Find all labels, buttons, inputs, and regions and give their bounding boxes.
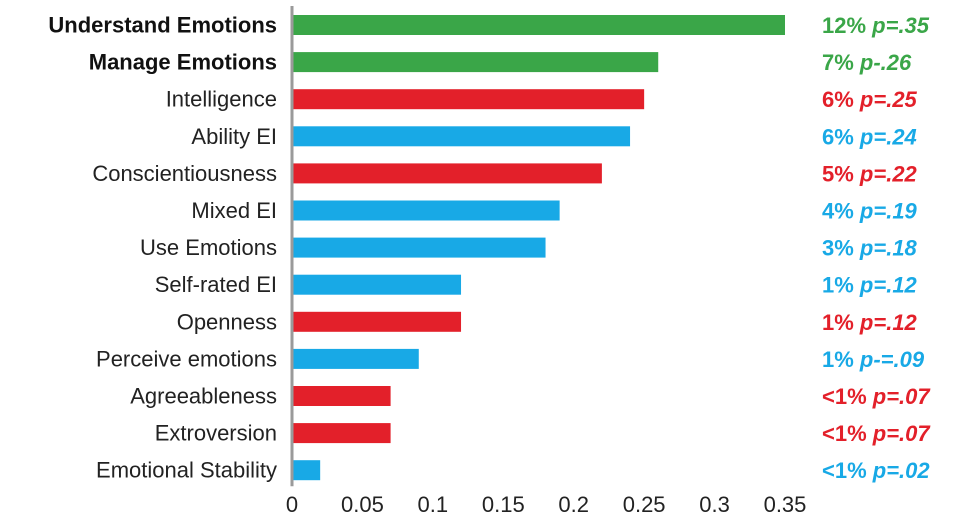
- data-label: 4% p=.19: [822, 198, 918, 223]
- data-label-percent: 7%: [822, 50, 860, 75]
- data-label-p-value: p=.22: [859, 161, 918, 186]
- data-label-percent: <1%: [822, 384, 873, 409]
- data-label-percent: 1%: [822, 309, 860, 334]
- bar: [292, 15, 785, 35]
- category-label: Use Emotions: [140, 235, 277, 260]
- data-label: <1% p=.07: [822, 421, 931, 446]
- data-label-p-value: p=.24: [859, 124, 917, 149]
- category-label: Agreeableness: [130, 384, 277, 409]
- bar: [292, 423, 391, 444]
- data-label: 12% p=.35: [822, 13, 930, 38]
- data-label: <1% p=.07: [822, 384, 931, 409]
- bar: [292, 163, 602, 184]
- category-label: Mixed EI: [191, 198, 277, 223]
- data-label: 1% p=.12: [822, 309, 918, 334]
- data-label-p-value: p=.12: [859, 272, 918, 297]
- category-label: Openness: [177, 309, 277, 334]
- x-tick-label: 0.1: [418, 492, 449, 517]
- category-label: Understand Emotions: [48, 13, 277, 38]
- category-label: Conscientiousness: [92, 161, 277, 186]
- x-tick-label: 0.2: [558, 492, 589, 517]
- data-label-p-value: p=.02: [872, 458, 931, 483]
- data-label-p-value: p=.12: [859, 309, 918, 334]
- data-label-p-value: p=.18: [859, 235, 918, 260]
- data-label-percent: 1%: [822, 346, 860, 371]
- data-label-p-value: p=.25: [859, 87, 918, 112]
- bar: [292, 52, 659, 73]
- data-label-p-value: p-=.09: [859, 346, 925, 371]
- data-label-percent: 12%: [822, 13, 872, 38]
- data-label: <1% p=.02: [822, 458, 930, 483]
- x-tick-label: 0.25: [623, 492, 666, 517]
- category-label: Self-rated EI: [155, 272, 277, 297]
- data-label: 1% p-=.09: [822, 346, 925, 371]
- x-axis-ticks-group: 0 0.05 0.1 0.15 0.2 0.25 0.3 0.35: [286, 492, 807, 517]
- data-label: 5% p=.22: [822, 161, 918, 186]
- data-label-percent: <1%: [822, 421, 873, 446]
- annotations-group: 12% p=.357% p-.266% p=.256% p=.245% p=.2…: [822, 13, 931, 483]
- bar: [292, 386, 391, 406]
- data-label-percent: <1%: [822, 458, 873, 483]
- x-tick-label: 0.3: [699, 492, 730, 517]
- data-label-p-value: p=.19: [859, 198, 918, 223]
- x-tick-label: 0.05: [341, 492, 384, 517]
- bar: [292, 200, 560, 221]
- category-label: Intelligence: [166, 87, 277, 112]
- data-label: 6% p=.25: [822, 87, 918, 112]
- bar: [292, 126, 631, 147]
- category-label: Emotional Stability: [96, 458, 277, 483]
- data-label-p-value: p=.07: [872, 384, 932, 409]
- bars-group: [292, 15, 785, 481]
- data-label-p-value: p=.07: [872, 421, 932, 446]
- data-label: 3% p=.18: [822, 235, 918, 260]
- x-tick-label: 0.35: [764, 492, 807, 517]
- data-label-percent: 6%: [822, 87, 860, 112]
- category-label: Manage Emotions: [89, 50, 277, 75]
- bar: [292, 237, 546, 258]
- data-label-percent: 3%: [822, 235, 860, 260]
- data-label: 1% p=.12: [822, 272, 918, 297]
- data-label-p-value: p=.35: [871, 13, 930, 38]
- category-label: Perceive emotions: [96, 346, 277, 371]
- data-label-percent: 6%: [822, 124, 860, 149]
- bar: [292, 460, 321, 481]
- bar: [292, 311, 462, 332]
- data-label-percent: 5%: [822, 161, 860, 186]
- x-tick-label: 0.15: [482, 492, 525, 517]
- category-label: Extroversion: [155, 421, 277, 446]
- category-label: Ability EI: [191, 124, 277, 149]
- data-label-percent: 1%: [822, 272, 860, 297]
- x-tick-label: 0: [286, 492, 298, 517]
- category-labels-group: Understand Emotions Manage Emotions Intell…: [48, 13, 277, 483]
- bar: [292, 348, 419, 369]
- data-label-percent: 4%: [822, 198, 860, 223]
- data-label: 7% p-.26: [822, 50, 912, 75]
- bar: [292, 89, 645, 110]
- data-label: 6% p=.24: [822, 124, 917, 149]
- data-label-p-value: p-.26: [859, 50, 912, 75]
- bar: [292, 274, 462, 295]
